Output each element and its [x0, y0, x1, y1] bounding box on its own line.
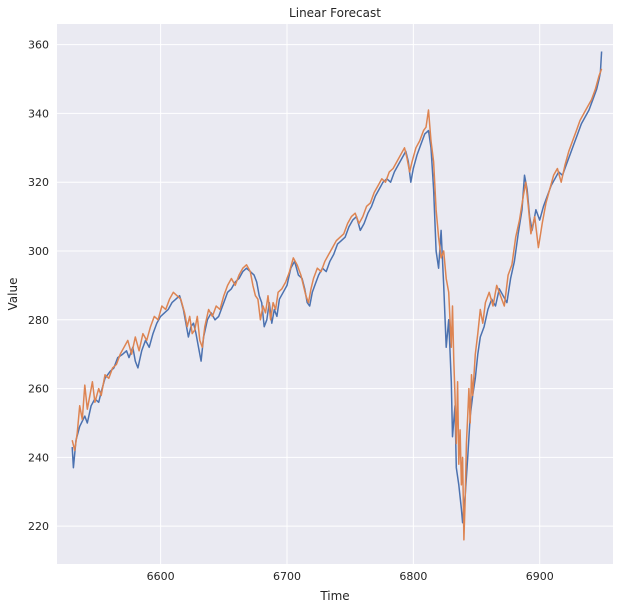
y-tick-labels: 220 240 260 280 300 320 340 360 [28, 39, 49, 534]
y-tick-label: 280 [28, 314, 49, 327]
y-tick-label: 340 [28, 107, 49, 120]
series-group [71, 51, 603, 541]
y-tick-label: 260 [28, 383, 49, 396]
x-axis-label: Time [319, 589, 349, 603]
x-tick-label: 6900 [526, 570, 554, 583]
y-tick-label: 220 [28, 520, 49, 533]
y-tick-label: 360 [28, 39, 49, 52]
series-line-1 [71, 51, 603, 524]
y-tick-label: 300 [28, 245, 49, 258]
x-tick-labels: 6600 6700 6800 6900 [147, 570, 554, 583]
y-axis-label: Value [6, 278, 20, 311]
y-tick-label: 320 [28, 176, 49, 189]
x-tick-label: 6600 [147, 570, 175, 583]
x-tick-label: 6700 [273, 570, 301, 583]
series-line-2 [71, 68, 603, 541]
y-tick-label: 240 [28, 451, 49, 464]
plot-background [57, 24, 613, 564]
chart-title: Linear Forecast [289, 6, 381, 20]
x-tick-label: 6800 [399, 570, 427, 583]
